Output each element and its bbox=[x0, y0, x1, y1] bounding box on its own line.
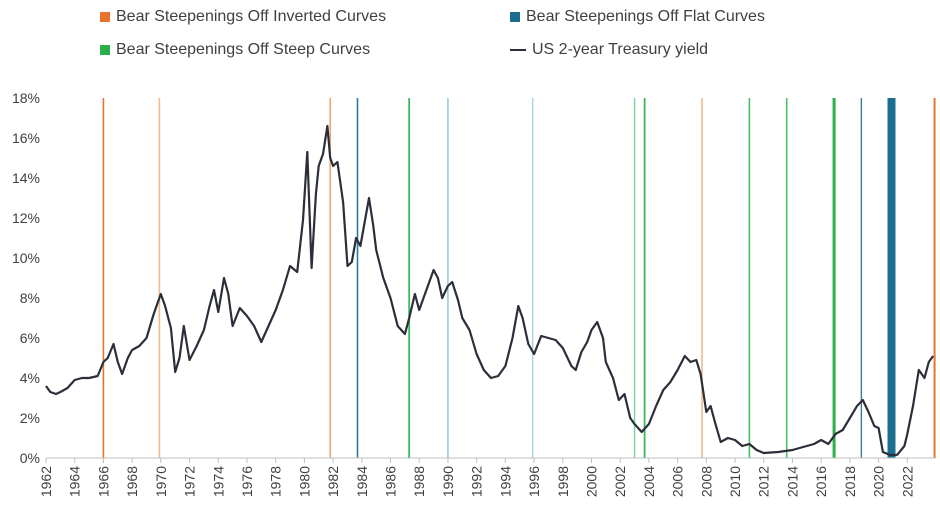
x-tick-label-29: 2020 bbox=[871, 466, 887, 497]
x-tick-label-16: 1994 bbox=[497, 466, 513, 497]
y-tick-label-1: 2% bbox=[20, 410, 40, 426]
event-marker-0 bbox=[102, 98, 105, 458]
event-marker-7 bbox=[633, 98, 636, 458]
event-marker-4 bbox=[408, 98, 411, 458]
legend-item-inverted: Bear Steepenings Off Inverted Curves bbox=[100, 8, 386, 26]
x-tick-label-30: 2022 bbox=[899, 466, 915, 497]
x-tick-label-27: 2016 bbox=[813, 466, 829, 497]
event-marker-6 bbox=[531, 98, 534, 458]
y-tick-label-7: 14% bbox=[12, 170, 40, 186]
x-tick-label-22: 2006 bbox=[670, 466, 686, 497]
x-tick-label-8: 1978 bbox=[268, 466, 284, 497]
legend-item-steep: Bear Steepenings Off Steep Curves bbox=[100, 41, 370, 59]
legend-swatch-flat bbox=[510, 12, 520, 22]
x-tick-label-9: 1980 bbox=[296, 466, 312, 497]
legend-swatch-steep bbox=[100, 45, 110, 55]
y-tick-label-6: 12% bbox=[12, 210, 40, 226]
x-tick-label-4: 1970 bbox=[153, 466, 169, 497]
x-tick-label-3: 1968 bbox=[124, 466, 140, 497]
x-tick-label-12: 1986 bbox=[383, 466, 399, 497]
event-marker-8 bbox=[643, 98, 646, 458]
y-tick-label-9: 18% bbox=[12, 90, 40, 106]
event-marker-9 bbox=[701, 98, 703, 458]
y-tick-label-2: 4% bbox=[20, 370, 40, 386]
chart-legend: Bear Steepenings Off Inverted Curves Bea… bbox=[0, 0, 940, 80]
x-tick-label-20: 2002 bbox=[612, 466, 628, 497]
x-tick-label-17: 1996 bbox=[526, 466, 542, 497]
x-tick-label-28: 2018 bbox=[842, 466, 858, 497]
x-tick-label-5: 1972 bbox=[182, 466, 198, 497]
y-tick-label-0: 0% bbox=[20, 450, 40, 466]
x-tick-label-18: 1998 bbox=[555, 466, 571, 497]
event-marker-12 bbox=[832, 98, 836, 458]
y-tick-label-5: 10% bbox=[12, 250, 40, 266]
x-tick-label-2: 1966 bbox=[95, 466, 111, 497]
x-tick-label-6: 1974 bbox=[210, 466, 226, 497]
event-marker-10 bbox=[748, 98, 751, 458]
event-marker-5 bbox=[447, 98, 449, 458]
x-tick-label-13: 1988 bbox=[411, 466, 427, 497]
legend-label-steep: Bear Steepenings Off Steep Curves bbox=[116, 41, 371, 58]
x-tick-label-21: 2004 bbox=[641, 466, 657, 497]
x-tick-label-10: 1982 bbox=[325, 466, 341, 497]
x-tick-label-23: 2008 bbox=[698, 466, 714, 497]
legend-swatch-inverted bbox=[100, 12, 110, 22]
legend-label-flat: Bear Steepenings Off Flat Curves bbox=[526, 8, 765, 25]
x-tick-label-15: 1992 bbox=[469, 466, 485, 497]
event-marker-13 bbox=[860, 98, 863, 458]
x-tick-label-1: 1964 bbox=[67, 466, 83, 497]
event-marker-11 bbox=[785, 98, 788, 458]
x-tick-label-14: 1990 bbox=[440, 466, 456, 497]
legend-label-inverted: Bear Steepenings Off Inverted Curves bbox=[116, 8, 387, 25]
y-tick-label-3: 6% bbox=[20, 330, 40, 346]
x-tick-label-11: 1984 bbox=[354, 466, 370, 497]
legend-label-yield: US 2-year Treasury yield bbox=[532, 41, 709, 58]
event-marker-14 bbox=[887, 98, 896, 458]
event-marker-3 bbox=[356, 98, 359, 458]
chart-plot: 0% 2% 4% 6% 8% 10% 12% 14% 16% 18% 1962 1964 1966 196… bbox=[12, 90, 936, 497]
legend-swatch-yield bbox=[510, 49, 526, 51]
x-tick-label-26: 2014 bbox=[784, 466, 800, 497]
x-tick-label-0: 1962 bbox=[38, 466, 54, 497]
event-marker-15 bbox=[933, 98, 936, 458]
event-marker-1 bbox=[158, 98, 161, 458]
x-tick-label-24: 2010 bbox=[727, 466, 743, 497]
x-tick-label-25: 2012 bbox=[756, 466, 772, 497]
event-marker-2 bbox=[329, 98, 332, 458]
x-tick-label-19: 2000 bbox=[583, 466, 599, 497]
series-line-0 bbox=[45, 124, 934, 457]
x-tick-label-7: 1976 bbox=[239, 466, 255, 497]
legend-item-yield: US 2-year Treasury yield bbox=[510, 41, 708, 59]
y-tick-label-8: 16% bbox=[12, 130, 40, 146]
legend-item-flat: Bear Steepenings Off Flat Curves bbox=[510, 8, 765, 26]
y-tick-label-4: 8% bbox=[20, 290, 40, 306]
